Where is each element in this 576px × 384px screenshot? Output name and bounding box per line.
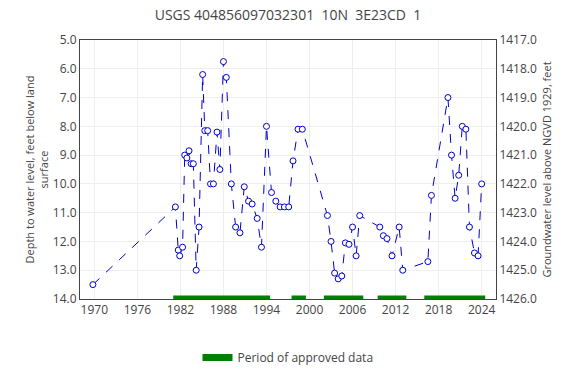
svg-text:1425.0: 1425.0 [499,261,537,278]
svg-text:1988: 1988 [210,301,238,318]
svg-text:11.0: 11.0 [53,204,77,221]
svg-text:9.0: 9.0 [60,146,77,163]
svg-text:7.0: 7.0 [60,89,77,106]
svg-text:13.0: 13.0 [53,261,77,278]
svg-text:1418.0: 1418.0 [499,60,537,77]
svg-text:1970: 1970 [81,301,109,318]
svg-text:10.0: 10.0 [53,175,77,192]
svg-text:2000: 2000 [296,301,324,318]
svg-text:12.0: 12.0 [53,233,77,250]
svg-text:2018: 2018 [425,301,453,318]
svg-text:8.0: 8.0 [60,118,77,135]
svg-text:1420.0: 1420.0 [499,118,537,135]
svg-text:14.0: 14.0 [53,290,77,307]
svg-text:1424.0: 1424.0 [499,233,537,250]
svg-text:1422.0: 1422.0 [499,175,537,192]
svg-text:1994: 1994 [253,301,281,318]
svg-text:Period of approved data: Period of approved data [238,349,374,366]
svg-text:5.0: 5.0 [60,31,77,48]
svg-text:1419.0: 1419.0 [499,89,537,106]
svg-text:1426.0: 1426.0 [499,290,537,307]
svg-text:1417.0: 1417.0 [499,31,537,48]
svg-text:1982: 1982 [167,301,195,318]
svg-text:2006: 2006 [339,301,367,318]
svg-text:2024: 2024 [468,301,496,318]
svg-text:1976: 1976 [124,301,152,318]
svg-text:1423.0: 1423.0 [499,204,537,221]
svg-text:6.0: 6.0 [60,60,77,77]
svg-text:1421.0: 1421.0 [499,146,537,163]
svg-text:2012: 2012 [382,301,410,318]
svg-text:Depth to water level, feet bel: Depth to water level, feet below landsur… [22,76,51,264]
svg-text:USGS 404856097032301 10N 3E2: USGS 404856097032301 10N 3E23CD 1 [155,5,422,24]
svg-text:Groundwater level above NGVD 1: Groundwater level above NGVD 1929, feet [539,61,554,277]
